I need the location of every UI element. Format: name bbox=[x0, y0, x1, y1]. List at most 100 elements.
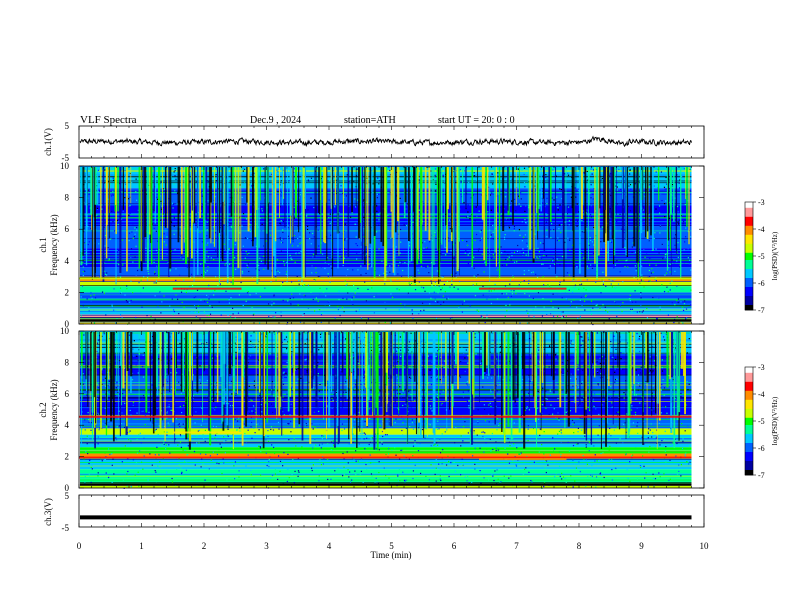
spectrogram-speckle bbox=[189, 216, 191, 218]
spectrogram-sferic bbox=[481, 167, 484, 220]
spectrogram-speckle bbox=[634, 251, 637, 253]
spectrogram-speckle bbox=[396, 171, 398, 174]
spectrogram-speckle bbox=[595, 486, 597, 488]
spectrogram-speckle bbox=[455, 375, 457, 377]
spectrogram-speckle bbox=[284, 376, 286, 379]
spectrogram-speckle bbox=[402, 308, 404, 310]
spectrogram-speckle bbox=[362, 482, 364, 484]
spectrogram-sferic bbox=[413, 167, 415, 268]
spectrogram-speckle bbox=[353, 412, 355, 415]
spectrogram-speckle bbox=[243, 423, 245, 425]
spectrogram-speckle bbox=[576, 306, 578, 308]
spectrogram-speckle bbox=[104, 377, 107, 379]
spectrogram-speckle bbox=[461, 311, 463, 313]
spectrogram-speckle bbox=[210, 342, 213, 344]
spectrogram-speckle bbox=[635, 270, 637, 272]
spectrogram-speckle bbox=[405, 427, 408, 429]
spectrogram-speckle bbox=[89, 222, 91, 224]
spectrogram-speckle bbox=[654, 232, 656, 234]
spectrogram-speckle bbox=[110, 195, 113, 197]
spectrogram-speckle bbox=[305, 215, 307, 217]
spectrogram-speckle bbox=[360, 470, 362, 472]
spectrogram-sferic bbox=[688, 167, 690, 245]
spectrogram-speckle bbox=[626, 259, 628, 261]
spectrogram-speckle bbox=[410, 276, 412, 278]
spectrogram-speckle bbox=[508, 225, 510, 227]
spectrogram-speckle bbox=[268, 461, 270, 463]
spectrogram-speckle bbox=[270, 403, 273, 405]
spectrogram-speckle bbox=[177, 298, 179, 300]
spectrogram-speckle bbox=[434, 281, 436, 283]
spectrogram-speckle bbox=[255, 271, 257, 274]
spectrogram-speckle bbox=[681, 288, 683, 290]
spectrogram-sferic bbox=[94, 167, 96, 273]
spectrogram-speckle bbox=[291, 258, 293, 261]
spectrogram-speckle bbox=[677, 174, 679, 176]
spectrogram-speckle bbox=[630, 188, 632, 190]
spectrogram-speckle bbox=[273, 295, 275, 297]
spectrogram-speckle bbox=[578, 365, 580, 367]
spectrogram-speckle bbox=[352, 304, 354, 306]
spectrogram-speckle bbox=[250, 245, 252, 248]
spectrogram-line bbox=[80, 440, 692, 442]
spectrogram-speckle bbox=[630, 184, 633, 186]
spectrogram-speckle bbox=[430, 464, 432, 466]
spectrogram-speckle bbox=[378, 183, 380, 185]
spectrogram-speckle bbox=[132, 352, 134, 354]
spectrogram-speckle bbox=[640, 305, 642, 307]
spectrogram-speckle bbox=[515, 210, 517, 212]
spectrogram-speckle bbox=[343, 269, 345, 271]
spectrogram-speckle bbox=[585, 458, 588, 461]
spectrogram-speckle bbox=[157, 240, 159, 242]
spectrogram-speckle bbox=[187, 258, 189, 260]
spectrogram-speckle bbox=[485, 442, 487, 444]
spectrogram-speckle bbox=[624, 266, 626, 268]
spectrogram-speckle bbox=[304, 284, 306, 286]
spectrogram-speckle bbox=[342, 204, 344, 206]
spectrogram-sferic bbox=[594, 167, 596, 264]
spectrogram-sferic bbox=[440, 167, 443, 245]
spectrogram-speckle bbox=[473, 256, 475, 258]
spectrogram-sferic bbox=[393, 167, 396, 276]
spectrogram-speckle bbox=[346, 215, 348, 218]
spectrogram-speckle bbox=[165, 244, 167, 246]
spectrogram-speckle bbox=[368, 263, 370, 266]
spectrogram-speckle bbox=[197, 430, 199, 432]
spectrogram-speckle bbox=[561, 224, 563, 226]
spectrogram-speckle bbox=[395, 350, 398, 352]
spectrogram-speckle bbox=[423, 247, 425, 249]
spectrogram-speckle bbox=[146, 276, 149, 278]
spectrogram-speckle bbox=[570, 196, 573, 198]
spectrogram-sferic bbox=[458, 167, 460, 242]
spectrogram-speckle bbox=[689, 215, 691, 218]
spectrogram-speckle bbox=[287, 300, 289, 302]
spectrogram-speckle bbox=[488, 404, 490, 406]
spectrogram-sferic bbox=[645, 167, 647, 238]
spectrogram-speckle bbox=[640, 366, 642, 368]
spectrogram-speckle bbox=[408, 245, 411, 247]
spectrogram-speckle bbox=[172, 203, 175, 205]
spectrogram-speckle bbox=[344, 252, 346, 254]
spectrogram-speckle bbox=[581, 219, 583, 222]
spectrogram-speckle bbox=[386, 180, 388, 182]
spectrogram-sferic bbox=[143, 167, 145, 263]
spectrogram-speckle bbox=[524, 183, 526, 185]
spectrogram-speckle bbox=[169, 270, 171, 272]
spectrogram-speckle bbox=[649, 275, 651, 278]
spectrogram-speckle bbox=[300, 377, 302, 379]
spectrogram-speckle bbox=[175, 268, 177, 270]
spectrogram-speckle bbox=[378, 219, 380, 221]
spectrogram-speckle bbox=[441, 287, 443, 289]
spectrogram-line bbox=[80, 462, 692, 463]
spectrogram-speckle bbox=[310, 177, 313, 179]
spectrogram-speckle bbox=[88, 362, 90, 364]
spectrogram-speckle bbox=[507, 258, 509, 260]
spectrogram-speckle bbox=[171, 213, 173, 216]
spectrogram-speckle bbox=[677, 301, 679, 304]
spectrogram-speckle bbox=[312, 447, 314, 449]
spectrogram-speckle bbox=[606, 251, 608, 254]
spectrogram-speckle bbox=[600, 179, 602, 181]
spectrogram-speckle bbox=[418, 179, 420, 181]
spectrogram-speckle bbox=[242, 186, 244, 188]
spectrogram-speckle bbox=[216, 453, 219, 456]
